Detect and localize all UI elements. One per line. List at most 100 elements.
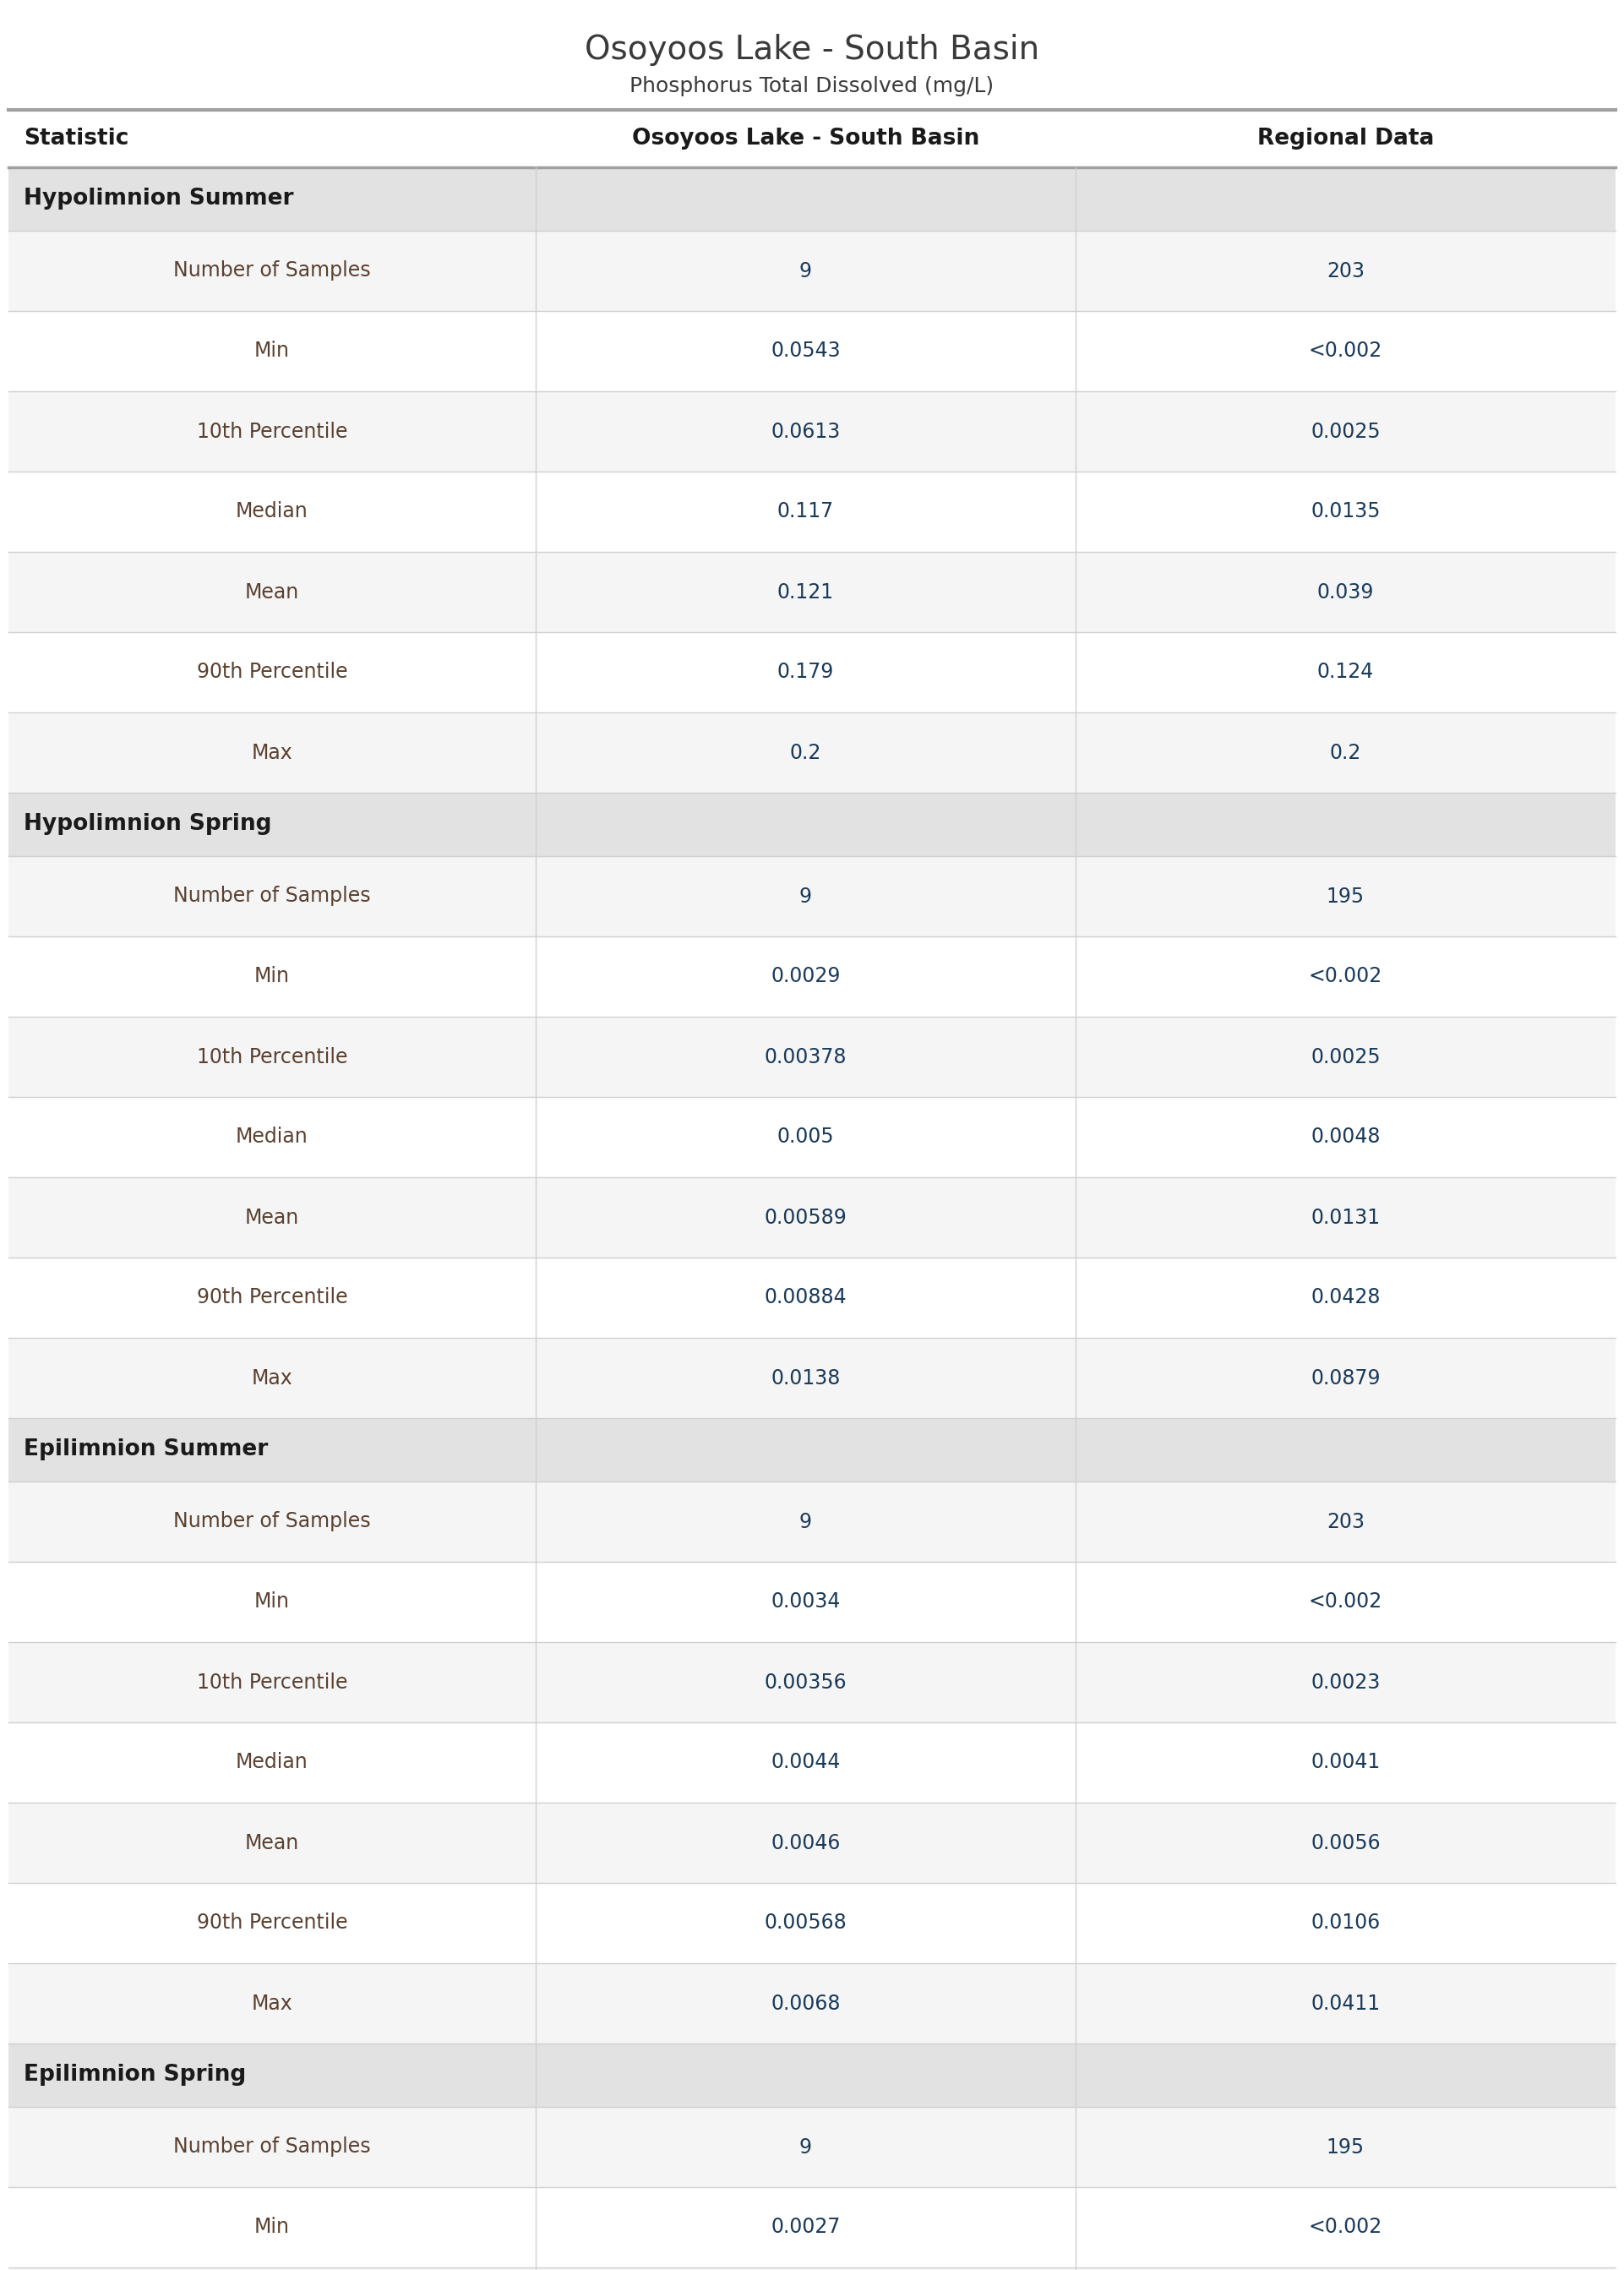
Text: 0.0543: 0.0543 xyxy=(771,340,841,361)
Text: Epilimnion Summer: Epilimnion Summer xyxy=(24,1439,268,1462)
Text: 0.00589: 0.00589 xyxy=(765,1208,846,1228)
Text: Number of Samples: Number of Samples xyxy=(174,261,370,281)
Text: 195: 195 xyxy=(1327,885,1364,906)
Bar xyxy=(8,390,1616,472)
Text: 0.0025: 0.0025 xyxy=(1311,422,1380,443)
Text: Mean: Mean xyxy=(245,1832,299,1852)
Bar xyxy=(8,1482,1616,1562)
Text: Max: Max xyxy=(252,1993,292,2013)
Text: 0.0613: 0.0613 xyxy=(771,422,840,443)
Text: 0.0023: 0.0023 xyxy=(1311,1673,1380,1693)
Bar xyxy=(8,1562,1616,1641)
Text: 0.124: 0.124 xyxy=(1317,663,1374,683)
Text: Min: Min xyxy=(255,2218,289,2238)
Text: 0.0135: 0.0135 xyxy=(1311,502,1380,522)
Text: 10th Percentile: 10th Percentile xyxy=(197,1673,348,1693)
Bar xyxy=(8,109,1616,168)
Text: 0.0131: 0.0131 xyxy=(1311,1208,1380,1228)
Bar xyxy=(8,792,1616,856)
Bar xyxy=(8,1096,1616,1178)
Text: <0.002: <0.002 xyxy=(1309,967,1382,987)
Text: 203: 203 xyxy=(1327,261,1364,281)
Text: 0.00884: 0.00884 xyxy=(765,1287,846,1308)
Bar xyxy=(8,2107,1616,2188)
Text: Median: Median xyxy=(235,1126,309,1146)
Text: Number of Samples: Number of Samples xyxy=(174,2136,370,2156)
Text: 0.0138: 0.0138 xyxy=(771,1369,840,1389)
Bar xyxy=(8,1964,1616,2043)
Bar xyxy=(8,168,1616,232)
Text: Number of Samples: Number of Samples xyxy=(174,885,370,906)
Text: 0.0048: 0.0048 xyxy=(1311,1126,1380,1146)
Text: 0.0106: 0.0106 xyxy=(1311,1914,1380,1934)
Bar xyxy=(8,1882,1616,1964)
Text: Osoyoos Lake - South Basin: Osoyoos Lake - South Basin xyxy=(585,34,1039,66)
Text: 9: 9 xyxy=(799,885,812,906)
Bar xyxy=(8,631,1616,713)
Text: 0.00568: 0.00568 xyxy=(765,1914,846,1934)
Bar xyxy=(8,938,1616,1017)
Bar xyxy=(8,232,1616,311)
Text: Hypolimnion Summer: Hypolimnion Summer xyxy=(24,188,294,211)
Text: 90th Percentile: 90th Percentile xyxy=(197,1287,348,1308)
Text: 203: 203 xyxy=(1327,1512,1364,1532)
Bar xyxy=(8,552,1616,631)
Bar xyxy=(8,311,1616,390)
Bar xyxy=(8,472,1616,552)
Text: 0.005: 0.005 xyxy=(776,1126,835,1146)
Text: Max: Max xyxy=(252,1369,292,1389)
Text: 9: 9 xyxy=(799,1512,812,1532)
Bar xyxy=(8,1337,1616,1419)
Text: Hypolimnion Spring: Hypolimnion Spring xyxy=(24,813,271,835)
Text: 0.0025: 0.0025 xyxy=(1311,1046,1380,1067)
Text: 0.0041: 0.0041 xyxy=(1311,1752,1380,1773)
Text: 0.121: 0.121 xyxy=(778,581,835,602)
Text: Epilimnion Spring: Epilimnion Spring xyxy=(24,2063,247,2086)
Text: Statistic: Statistic xyxy=(24,127,128,150)
Text: 0.0044: 0.0044 xyxy=(771,1752,840,1773)
Bar xyxy=(8,1017,1616,1096)
Text: Osoyoos Lake - South Basin: Osoyoos Lake - South Basin xyxy=(632,127,979,150)
Text: 0.117: 0.117 xyxy=(778,502,835,522)
Text: 0.039: 0.039 xyxy=(1317,581,1374,602)
Bar xyxy=(8,2188,1616,2268)
Text: 0.0034: 0.0034 xyxy=(771,1591,840,1612)
Bar xyxy=(8,1802,1616,1882)
Bar xyxy=(8,1419,1616,1482)
Bar xyxy=(8,856,1616,938)
Text: 0.0428: 0.0428 xyxy=(1311,1287,1380,1308)
Text: 9: 9 xyxy=(799,261,812,281)
Text: 0.0029: 0.0029 xyxy=(771,967,840,987)
Text: 0.00356: 0.00356 xyxy=(765,1673,846,1693)
Text: 90th Percentile: 90th Percentile xyxy=(197,1914,348,1934)
Bar xyxy=(8,1178,1616,1258)
Bar xyxy=(8,713,1616,792)
Bar xyxy=(8,1723,1616,1802)
Text: 0.0411: 0.0411 xyxy=(1311,1993,1380,2013)
Text: Mean: Mean xyxy=(245,1208,299,1228)
Bar xyxy=(8,2043,1616,2107)
Text: 9: 9 xyxy=(799,2136,812,2156)
Text: Min: Min xyxy=(255,1591,289,1612)
Bar xyxy=(8,1641,1616,1723)
Text: 0.0046: 0.0046 xyxy=(771,1832,840,1852)
Text: Max: Max xyxy=(252,742,292,763)
Text: Median: Median xyxy=(235,502,309,522)
Text: 10th Percentile: 10th Percentile xyxy=(197,1046,348,1067)
Text: 0.0056: 0.0056 xyxy=(1311,1832,1380,1852)
Bar xyxy=(8,1258,1616,1337)
Text: 10th Percentile: 10th Percentile xyxy=(197,422,348,443)
Text: <0.002: <0.002 xyxy=(1309,340,1382,361)
Text: 90th Percentile: 90th Percentile xyxy=(197,663,348,683)
Text: Min: Min xyxy=(255,340,289,361)
Text: 0.0027: 0.0027 xyxy=(771,2218,840,2238)
Text: Number of Samples: Number of Samples xyxy=(174,1512,370,1532)
Text: 195: 195 xyxy=(1327,2136,1364,2156)
Text: Mean: Mean xyxy=(245,581,299,602)
Text: <0.002: <0.002 xyxy=(1309,2218,1382,2238)
Text: 0.0068: 0.0068 xyxy=(771,1993,841,2013)
Text: Median: Median xyxy=(235,1752,309,1773)
Text: 0.00378: 0.00378 xyxy=(765,1046,846,1067)
Text: 0.0879: 0.0879 xyxy=(1311,1369,1380,1389)
Text: 0.2: 0.2 xyxy=(789,742,822,763)
